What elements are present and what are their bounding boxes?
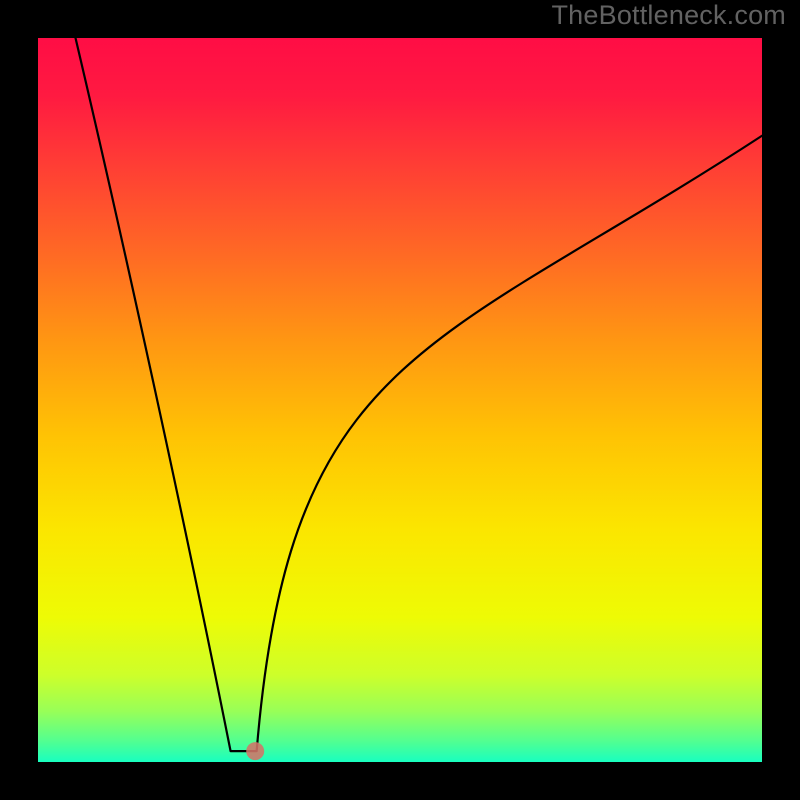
watermark-text: TheBottleneck.com bbox=[551, 0, 786, 31]
bottleneck-curve-plot bbox=[38, 38, 762, 762]
gradient-background bbox=[38, 38, 762, 762]
optimum-marker bbox=[246, 742, 264, 760]
chart-container: TheBottleneck.com bbox=[0, 0, 800, 800]
